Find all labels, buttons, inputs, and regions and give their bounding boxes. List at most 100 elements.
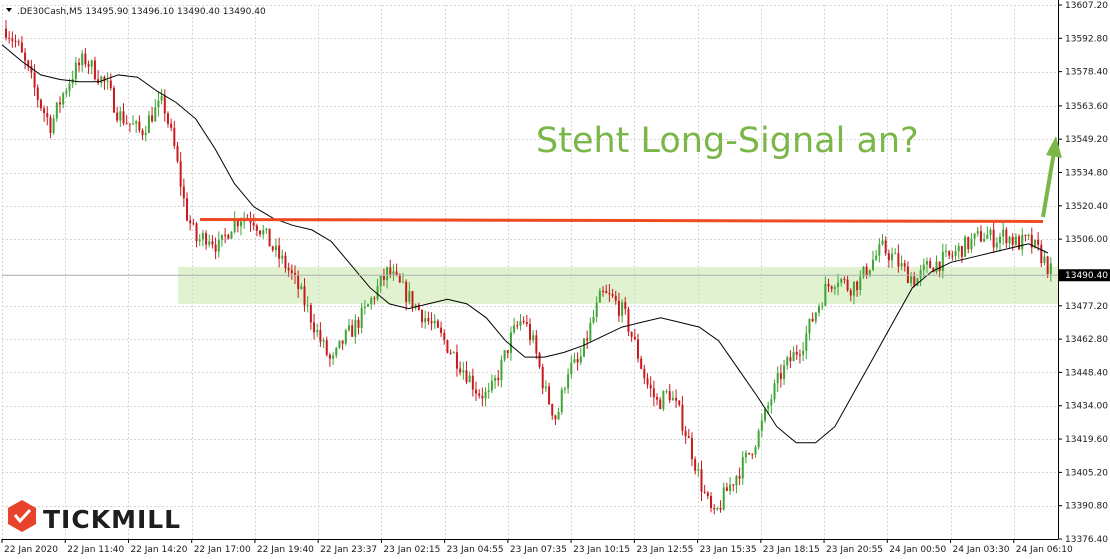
y-tick-label: 13592.80 [1065,34,1108,44]
candle-body [627,309,630,332]
candle-body [1030,234,1033,248]
candle-body [948,250,951,256]
grid [2,5,1058,540]
candle-body [751,453,754,455]
candle-body [764,408,767,421]
candle-body [78,62,81,66]
candle-body [360,307,363,328]
y-tick-label: 13390.80 [1065,502,1108,512]
candle-body [554,415,557,420]
arrow-shaft [1041,151,1056,218]
candle-body [636,339,639,359]
axes [2,0,1059,540]
candle-body [754,447,757,455]
candle-body [725,487,728,491]
candle-body [65,91,68,94]
candle-body [916,278,919,286]
support-zone-rect [178,266,1058,304]
y-tick-label: 13578.40 [1065,68,1108,78]
current-price-text: 13490.40 [1065,271,1108,281]
candle-body [338,340,341,348]
candle-body [529,324,531,341]
candle-body [163,95,166,114]
candle-body [821,305,824,307]
candle-body [278,245,281,259]
candle-body [983,238,986,242]
candle-body [252,222,255,226]
candle-body [1008,236,1011,244]
up-arrow-icon [1041,136,1062,218]
candle-body [656,397,659,400]
candle-body [551,404,554,416]
candle-body [236,220,239,227]
candle-body [90,60,93,67]
candle-body [344,330,347,344]
candle-body [119,111,122,121]
candle-body [347,325,350,331]
candle-body [471,375,474,390]
candle-body [316,330,319,333]
candle-body [503,350,506,360]
candle-body [967,236,970,250]
candle-body [500,359,503,381]
candle-body [116,112,119,121]
candle-body [563,388,566,390]
candle-body [1037,239,1040,245]
candle-body [8,37,11,39]
candle-body [427,318,430,322]
candle-body [624,302,627,310]
candle-body [846,279,849,291]
candle-body [678,400,681,405]
x-tick-label: 22 Jan 2020 [4,545,58,555]
candle-body [783,365,786,379]
candle-body [773,383,776,400]
candle-body [220,234,223,240]
candle-body [487,390,490,392]
candle-body [268,228,271,247]
candle-body [389,267,392,275]
candle-body [446,340,449,353]
candle-body [74,62,77,79]
candle-body [935,261,938,273]
candle-body [748,452,751,454]
candle-body [560,389,563,412]
candle-body [665,391,668,393]
candle-body [659,399,662,410]
y-tick-label: 13534.80 [1065,169,1108,179]
candle-body [27,60,30,67]
candle-body [141,130,144,135]
candle-body [617,300,620,316]
dropdown-triangle-icon[interactable] [6,8,12,12]
candle-body [837,282,840,288]
chart-header: .DE30Cash,M5 13495.90 13496.10 13490.40 … [6,7,266,17]
candle-body [351,325,354,337]
x-tick-label: 24 Jan 06:10 [1016,545,1073,555]
candle-body [484,391,487,399]
candle-body [49,117,52,133]
candle-body [103,76,106,82]
candle-body [843,279,846,281]
current-price-bg [1059,269,1110,282]
candle-body [795,351,798,355]
candle-body [376,286,379,300]
candle-body [744,452,747,458]
candle-body [951,255,954,257]
candle-body [509,332,512,353]
candle-body [335,347,338,356]
candle-body [605,290,608,294]
candle-body [513,325,516,333]
candle-body [989,229,992,235]
y-tick-label: 13477.20 [1065,302,1108,312]
candle-body [713,508,716,510]
candle-body [598,290,601,303]
candle-body [328,354,331,359]
candle-body [595,302,598,317]
candle-body [776,373,779,384]
candle-body [354,319,357,337]
x-tick-label: 23 Jan 12:55 [636,545,693,555]
candle-body [633,336,636,340]
y-tick-label: 13563.60 [1065,102,1108,112]
candle-body [849,290,852,296]
candle-body [786,357,789,366]
